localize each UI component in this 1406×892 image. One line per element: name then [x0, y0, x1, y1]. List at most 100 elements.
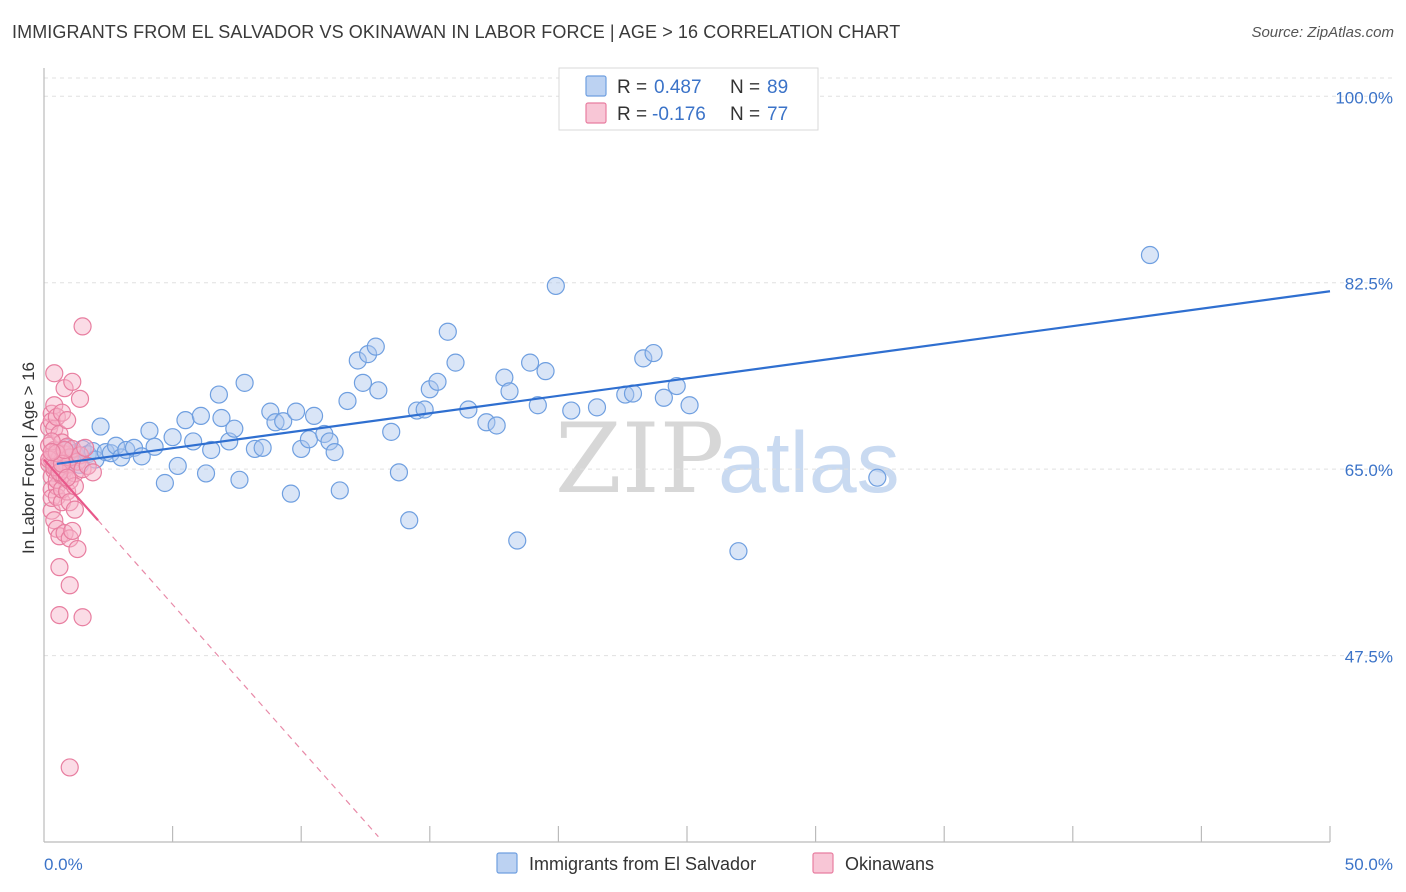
- trend-line-okinawans: [43, 458, 99, 522]
- legend-n-label-2: N =: [730, 104, 760, 125]
- data-point: [63, 372, 82, 391]
- data-point: [70, 389, 90, 408]
- legend-r-label-1: R =: [617, 77, 647, 98]
- legend-swatch-el-salvador: [585, 75, 607, 97]
- data-point: [73, 608, 92, 627]
- data-point: [191, 406, 210, 425]
- data-point: [235, 373, 254, 392]
- data-point: [508, 531, 527, 550]
- y-tick-label: 100.0%: [1335, 88, 1393, 107]
- data-point: [45, 396, 64, 415]
- data-point: [438, 322, 457, 341]
- chart-title: IMMIGRANTS FROM EL SALVADOR VS OKINAWAN …: [12, 22, 901, 42]
- bottom-legend: Immigrants from El Salvador Okinawans: [496, 852, 934, 874]
- data-point: [60, 758, 79, 777]
- data-point: [202, 440, 221, 460]
- data-point: [50, 605, 69, 625]
- data-point: [42, 432, 61, 451]
- data-point: [68, 539, 87, 559]
- data-point: [286, 402, 306, 421]
- bottom-legend-swatch-okinawans: [812, 852, 834, 874]
- y-tick-label: 47.5%: [1345, 648, 1393, 667]
- data-point: [634, 349, 653, 368]
- data-point: [680, 396, 699, 415]
- data-point: [1140, 245, 1160, 265]
- data-point: [176, 411, 195, 430]
- data-point: [230, 470, 249, 489]
- data-point: [667, 376, 686, 396]
- legend-box: R = 0.487 N = 89 R = -0.176 N = 77: [558, 67, 819, 131]
- data-point: [184, 432, 203, 451]
- data-point: [50, 558, 69, 577]
- data-point: [163, 428, 182, 447]
- data-points: [40, 245, 1160, 777]
- data-point: [45, 364, 64, 383]
- data-point: [145, 437, 164, 456]
- data-point: [330, 481, 349, 500]
- data-point: [65, 500, 84, 519]
- legend-r-label-2: R =: [617, 104, 647, 125]
- data-point: [546, 276, 565, 296]
- series-okinawans: [40, 317, 102, 777]
- data-point: [366, 337, 385, 356]
- trend-line-el-salvador: [56, 290, 1331, 465]
- data-point: [348, 351, 367, 370]
- y-tick-label: 82.5%: [1345, 275, 1393, 294]
- data-point: [495, 368, 514, 387]
- trend-lines: [43, 290, 1331, 838]
- data-point: [261, 402, 280, 421]
- x-tick-label-min: 0.0%: [44, 855, 83, 874]
- data-point: [446, 353, 465, 372]
- data-point: [528, 396, 547, 415]
- series-el-salvador: [45, 245, 1160, 561]
- y-tick-label: 65.0%: [1345, 461, 1393, 480]
- data-point: [58, 411, 77, 430]
- data-point: [266, 413, 285, 432]
- tick-labels: 47.5% 65.0% 82.5% 100.0% 0.0% 50.0%: [44, 88, 1393, 874]
- data-point: [299, 430, 319, 449]
- data-point: [477, 413, 496, 432]
- data-point: [196, 464, 216, 483]
- x-tick-label-max: 50.0%: [1345, 855, 1393, 874]
- data-point: [500, 382, 519, 401]
- data-point: [140, 421, 159, 440]
- data-point: [420, 380, 439, 399]
- data-point: [274, 412, 293, 431]
- legend-r-value-1: 0.487: [654, 77, 702, 98]
- data-point: [168, 456, 187, 476]
- data-point: [358, 345, 378, 364]
- data-point: [521, 353, 540, 372]
- watermark-zip: ZIP: [555, 403, 724, 515]
- data-point: [76, 438, 95, 457]
- data-point: [60, 576, 79, 595]
- data-point: [487, 416, 506, 435]
- data-point: [428, 372, 447, 391]
- data-point: [729, 542, 748, 561]
- data-point: [338, 391, 357, 411]
- data-point: [304, 406, 324, 425]
- data-point: [868, 468, 887, 487]
- data-point: [63, 521, 82, 541]
- gridlines: [44, 77, 1392, 657]
- legend-n-value-1: 89: [767, 77, 788, 98]
- data-point: [106, 436, 126, 455]
- data-point: [562, 401, 581, 420]
- data-point: [212, 408, 231, 428]
- data-point: [292, 439, 311, 459]
- legend-r-value-2: -0.176: [652, 104, 706, 125]
- data-point: [281, 484, 301, 503]
- data-point: [353, 373, 373, 392]
- data-point: [644, 343, 663, 363]
- data-point: [155, 473, 174, 493]
- data-point: [73, 317, 92, 336]
- data-point: [320, 432, 339, 451]
- trend-line-extension-okinawans: [97, 519, 379, 838]
- data-point: [587, 398, 607, 417]
- legend-n-label-1: N =: [730, 77, 760, 98]
- data-point: [245, 439, 265, 459]
- data-point: [209, 385, 228, 404]
- legend-swatch-okinawans: [585, 102, 607, 124]
- data-point: [253, 438, 272, 457]
- y-axis-label: In Labor Force | Age > 16: [19, 362, 38, 554]
